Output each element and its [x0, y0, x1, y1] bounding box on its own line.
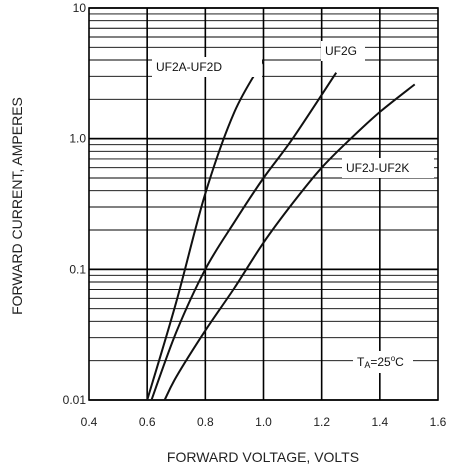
y-tick-labels: 0.01 0.1 1.0 10 [63, 1, 87, 407]
x-tick-label: 1.6 [430, 415, 447, 429]
series-label-background [152, 57, 262, 77]
plot-frame [88, 7, 439, 401]
annotation-background [353, 351, 413, 373]
x-tick-label: 0.8 [197, 415, 214, 429]
series-label-background [342, 158, 434, 178]
y-tick-label: 10 [73, 1, 87, 15]
y-tick-label: 0.01 [63, 393, 87, 407]
y-tick-label: 1.0 [69, 132, 86, 146]
curve-labels: UF2A-UF2D UF2G UF2J-UF2K [152, 41, 434, 178]
x-tick-label: 1.4 [371, 415, 388, 429]
series-label: UF2A-UF2D [156, 60, 222, 74]
y-tick-label: 0.1 [69, 262, 86, 276]
x-tick-label: 1.2 [313, 415, 330, 429]
series-label: UF2G [325, 44, 357, 58]
series-label-background [321, 41, 365, 61]
curves [146, 59, 416, 401]
series-label: UF2J-UF2K [346, 161, 409, 175]
x-tick-label: 1.0 [255, 415, 272, 429]
x-tick-label: 0.4 [81, 415, 98, 429]
annotation-text: TA=25oC [357, 354, 404, 370]
series-line [163, 83, 416, 401]
x-axis-title: FORWARD VOLTAGE, VOLTS [167, 449, 359, 465]
series-line [150, 72, 338, 401]
x-tick-labels: 0.4 0.6 0.8 1.0 1.2 1.4 1.6 [81, 415, 447, 429]
y-axis-title: FORWARD CURRENT, AMPERES [9, 97, 25, 315]
temperature-annotation: TA=25oC [353, 351, 413, 373]
series-line [146, 59, 265, 401]
x-tick-label: 0.6 [139, 415, 156, 429]
